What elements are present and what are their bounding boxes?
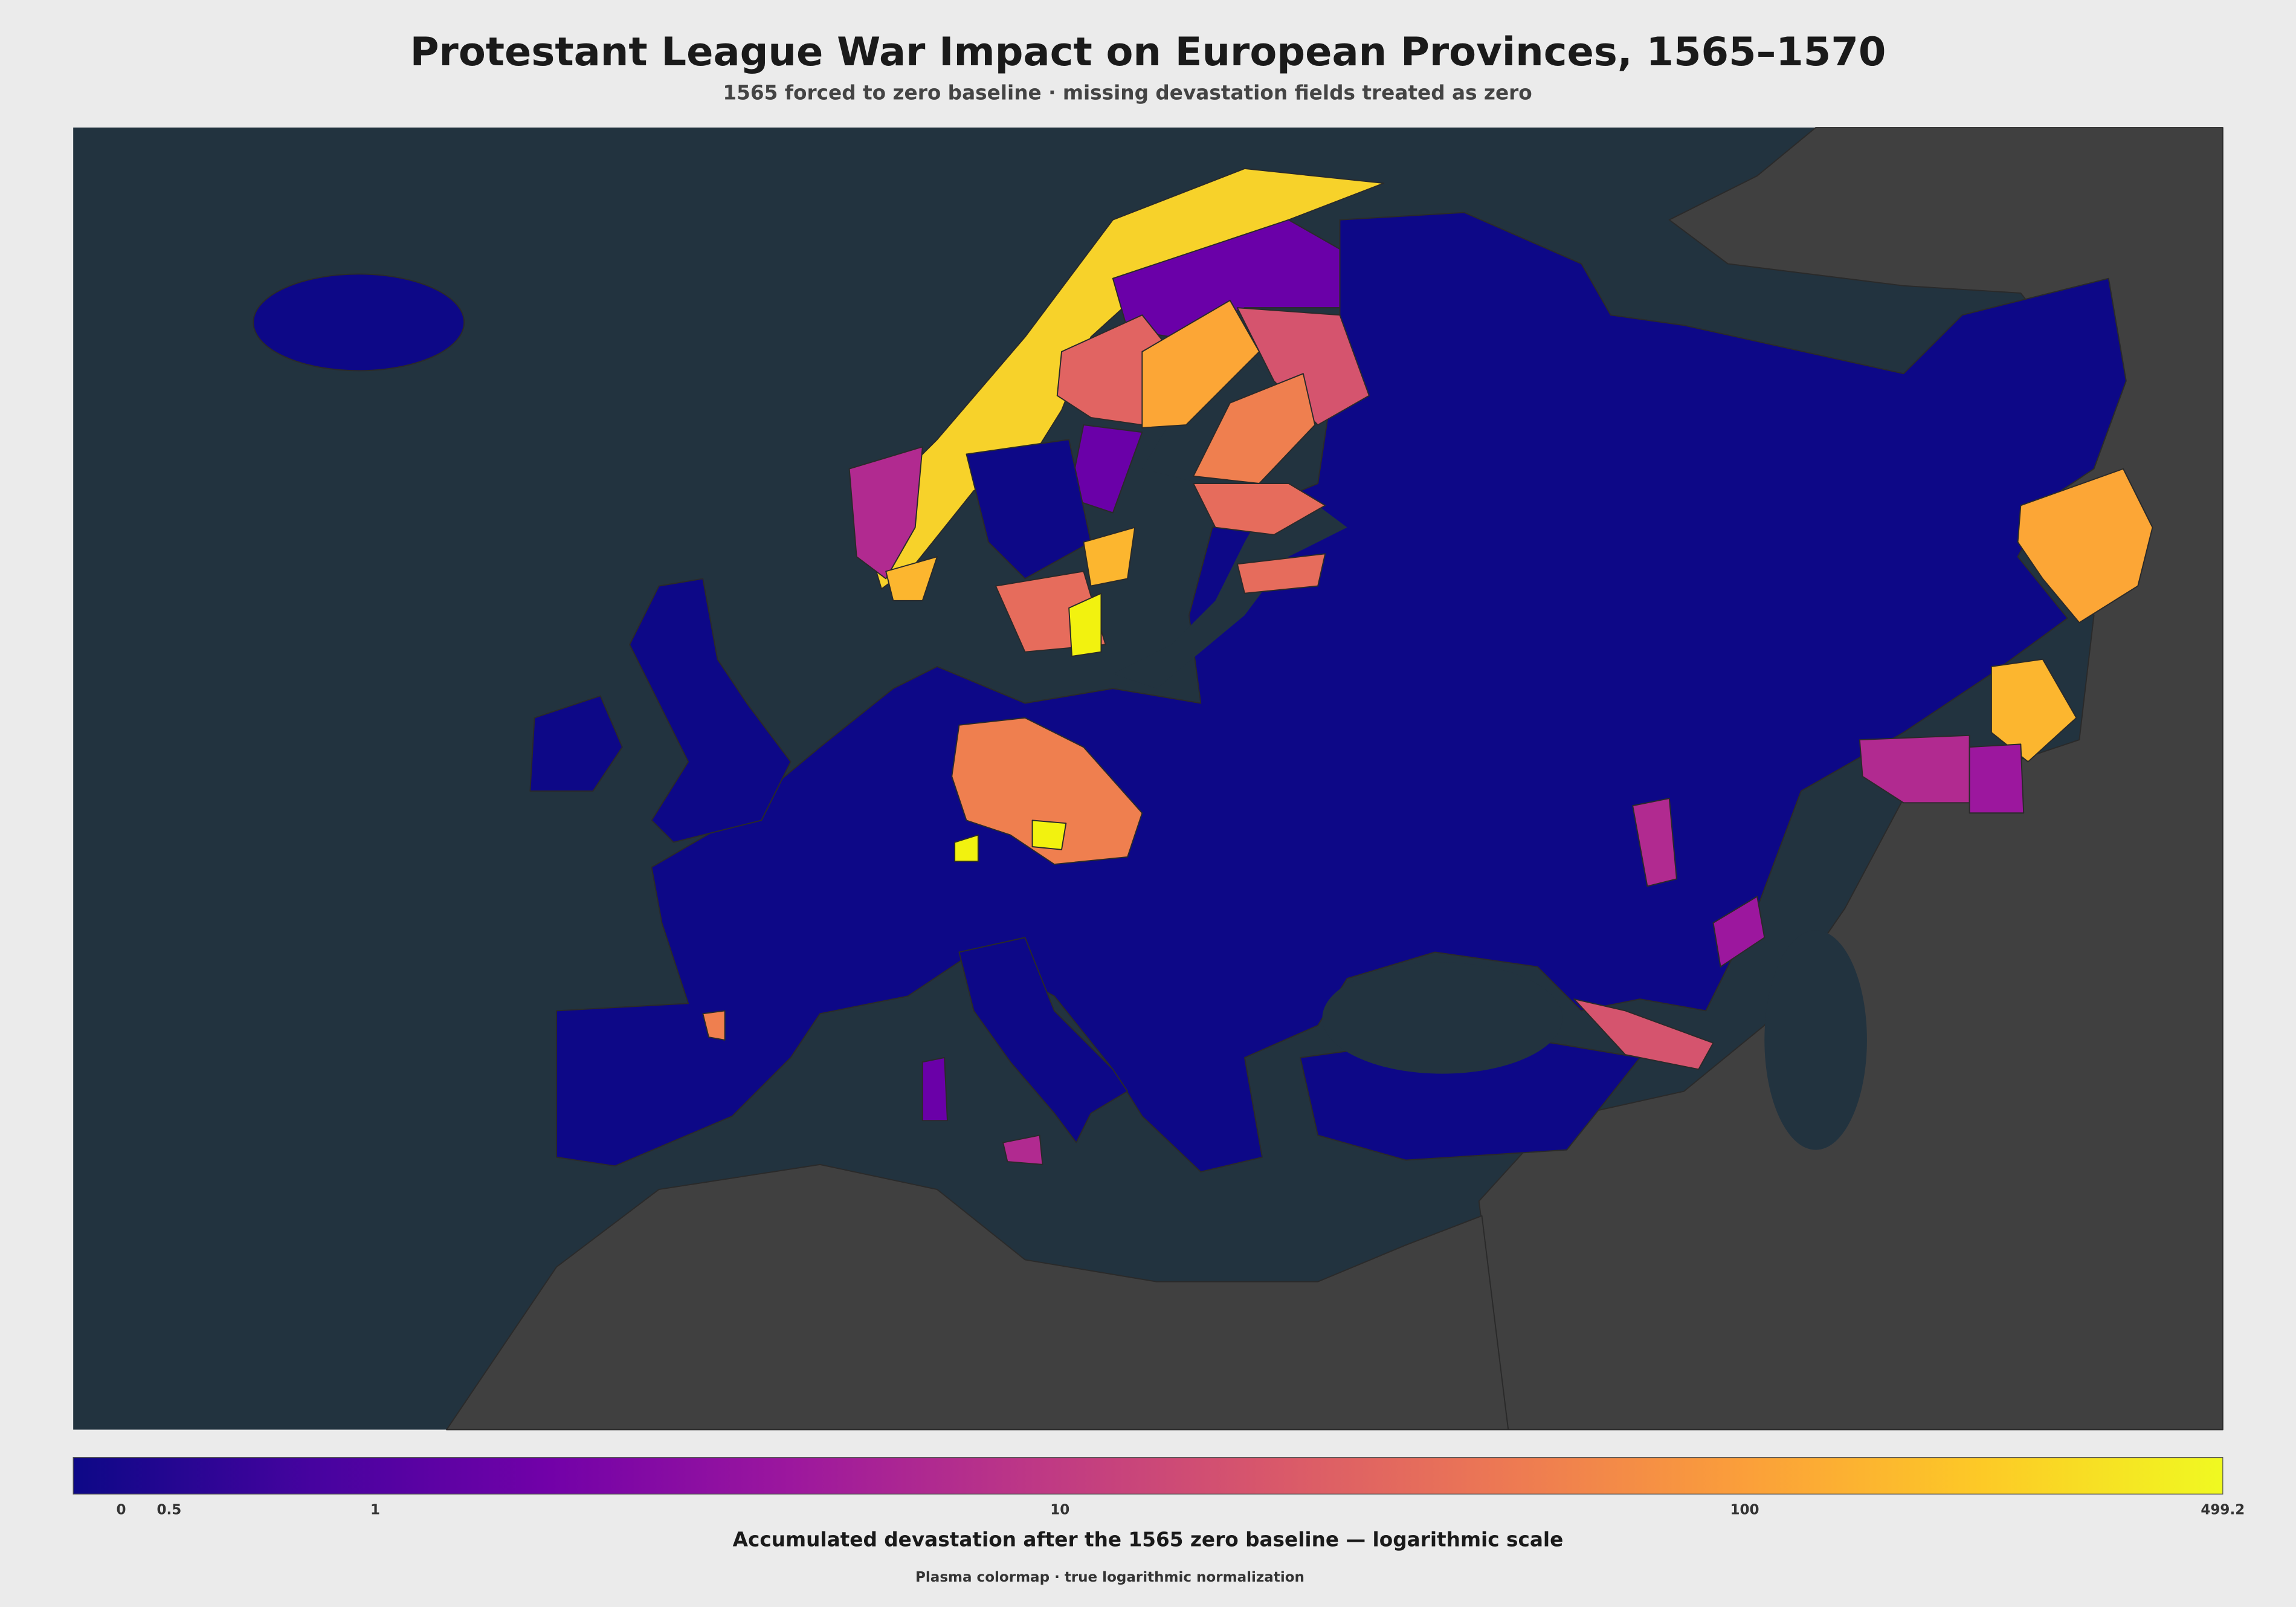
sea xyxy=(1322,962,1562,1074)
map xyxy=(73,127,2223,1431)
region xyxy=(702,1010,726,1041)
region xyxy=(1141,300,1260,428)
land-outside xyxy=(446,1163,1509,1431)
region xyxy=(966,439,1092,580)
region xyxy=(1193,373,1316,484)
subtitle: 1565 forced to zero baseline · missing d… xyxy=(723,81,1532,104)
colorbar-tick-label: 0.5 xyxy=(156,1502,181,1518)
region xyxy=(1083,526,1136,587)
colorbar-label: Accumulated devastation after the 1565 z… xyxy=(733,1528,1564,1551)
colorbar-tick-label: 0 xyxy=(116,1502,126,1518)
colorbar xyxy=(73,1457,2223,1495)
region xyxy=(1002,1134,1043,1165)
region xyxy=(1236,307,1370,426)
region xyxy=(958,937,1129,1143)
region xyxy=(1068,592,1102,657)
region xyxy=(1031,820,1067,850)
region xyxy=(253,273,465,372)
region xyxy=(529,695,623,792)
region xyxy=(1573,998,1714,1070)
region xyxy=(1969,743,2025,814)
region xyxy=(1193,483,1326,535)
region xyxy=(848,446,923,580)
colorbar-tick-label: 499.2 xyxy=(2201,1502,2245,1518)
colorbar-tick-label: 100 xyxy=(1730,1502,1759,1518)
region xyxy=(1712,896,1766,968)
region xyxy=(1859,734,1970,804)
region xyxy=(885,556,938,601)
region xyxy=(921,1057,948,1122)
region xyxy=(629,578,792,843)
region xyxy=(1236,553,1326,594)
sea xyxy=(1764,930,1867,1150)
region xyxy=(1632,798,1677,887)
sea xyxy=(1112,491,1347,689)
colorbar-note: Plasma colormap · true logarithmic norma… xyxy=(915,1570,1304,1585)
region xyxy=(951,717,1143,865)
colorbar-tick-label: 10 xyxy=(1050,1502,1069,1518)
region xyxy=(2017,468,2153,624)
colorbar-tick-label: 1 xyxy=(370,1502,380,1518)
region xyxy=(954,834,979,862)
region xyxy=(1990,658,2077,763)
title: Protestant League War Impact on European… xyxy=(410,29,1886,75)
